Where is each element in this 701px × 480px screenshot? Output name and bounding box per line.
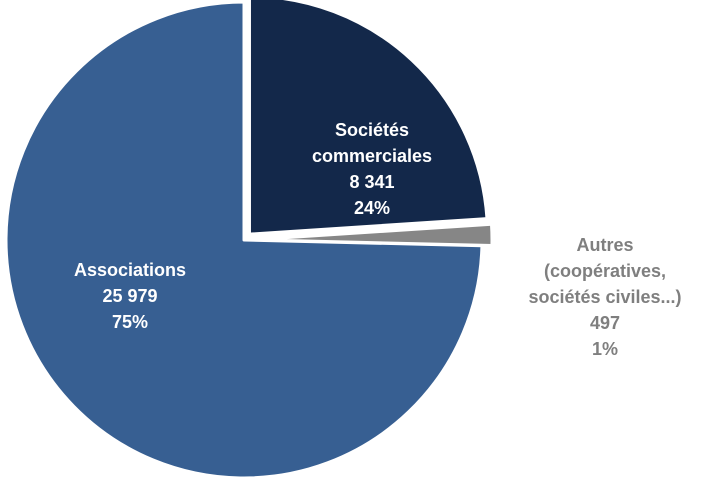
pie-slice-label-line: 497 [590, 313, 620, 333]
pie-slice-label-line: (coopératives, [544, 261, 666, 281]
pie-slice-label-line: sociétés civiles...) [528, 287, 681, 307]
pie-slice-label-line: Sociétés [335, 120, 409, 140]
pie-labels: Sociétés commerciales 8 341 24% Autres (coopé… [74, 120, 682, 359]
pie-slice-label-line: 75% [112, 312, 148, 332]
pie-slice-0 [247, 0, 489, 236]
pie-slice-label-line: 25 979 [102, 286, 157, 306]
pie-slice-label-0: Sociétés commerciales 8 341 24% [312, 120, 432, 218]
pie-slice-label-line: commerciales [312, 146, 432, 166]
pie-slice-label-1: Autres (coopératives, sociétés civiles...)… [528, 235, 681, 359]
pie-slice-label-line: 8 341 [349, 172, 394, 192]
pie-slice-2 [4, 0, 484, 480]
pie-slices [4, 0, 494, 480]
pie-slice-label-line: 1% [592, 339, 618, 359]
pie-slice-label-line: Autres [576, 235, 633, 255]
pie-slice-label-2: Associations 25 979 75% [74, 260, 186, 332]
pie-slice-label-line: 24% [354, 198, 390, 218]
pie-slice-label-line: Associations [74, 260, 186, 280]
